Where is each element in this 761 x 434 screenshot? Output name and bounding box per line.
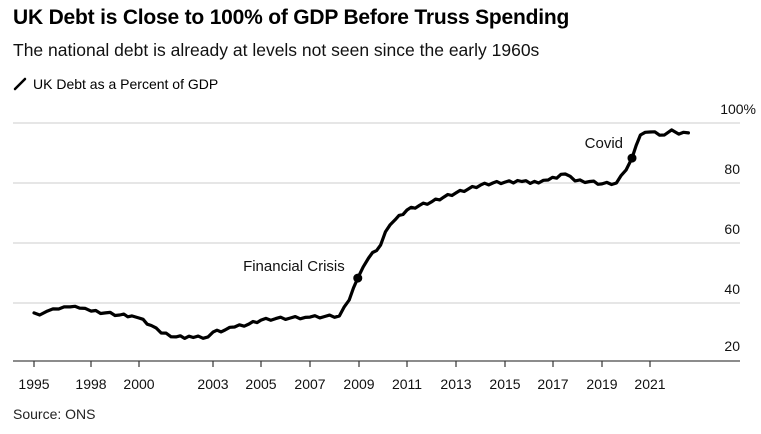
annotation-marker [627, 153, 637, 163]
x-tick-label: 2000 [123, 376, 154, 392]
x-tick-label: 2009 [343, 376, 374, 392]
y-tick-label: 20 [724, 338, 740, 354]
chart-title: UK Debt is Close to 100% of GDP Before T… [13, 6, 570, 29]
series-group [32, 128, 690, 340]
x-tick-label: 1995 [18, 376, 49, 392]
gridlines [13, 122, 740, 304]
y-axis-ticks: 100% 80 60 40 20 [720, 101, 756, 354]
x-tick-label: 2005 [245, 376, 276, 392]
x-tick-label: 2021 [634, 376, 665, 392]
annotation-marker [353, 273, 363, 283]
annotation-label: Covid [585, 135, 623, 152]
legend-line-icon [13, 77, 27, 91]
x-tick-label: 2003 [197, 376, 228, 392]
annotations: Financial Crisis Covid [243, 135, 637, 283]
annotation-label: Financial Crisis [243, 258, 345, 275]
x-tick-label: 2019 [586, 376, 617, 392]
chart-subtitle: The national debt is already at levels n… [13, 40, 540, 60]
x-tick-label: 2011 [392, 376, 422, 392]
legend: UK Debt as a Percent of GDP [13, 76, 218, 92]
x-axis: 1995 1998 2000 2003 2005 2007 2009 2011 2013 2015… [13, 360, 740, 392]
legend-label: UK Debt as a Percent of GDP [33, 76, 219, 92]
y-tick-label: 80 [724, 161, 740, 177]
series-line-uk-debt [32, 128, 690, 340]
x-tick-label: 2015 [489, 376, 520, 392]
x-tick-label: 2017 [537, 376, 568, 392]
x-tick-label: 2007 [294, 376, 325, 392]
y-tick-label: 100% [720, 101, 756, 117]
y-tick-label: 60 [724, 221, 740, 237]
x-tick-label: 1998 [75, 376, 106, 392]
y-tick-label: 40 [724, 281, 740, 297]
source-note: Source: ONS [13, 406, 96, 422]
x-tick-label: 2013 [440, 376, 471, 392]
